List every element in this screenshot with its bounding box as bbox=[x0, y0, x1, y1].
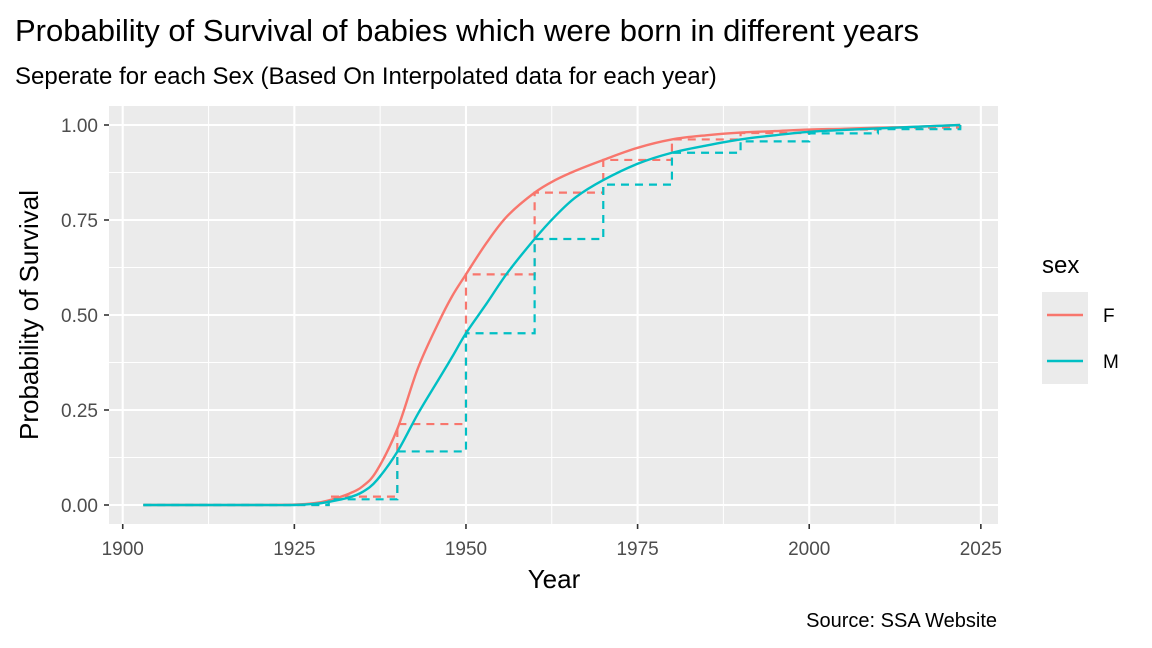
series-layer bbox=[143, 123, 962, 507]
legend: sex F M bbox=[1042, 252, 1119, 384]
chart-title: Probability of Survival of babies which … bbox=[15, 13, 919, 48]
x-axis-title: Year bbox=[528, 564, 581, 594]
y-axis: 0.00 0.25 0.50 0.75 1.00 bbox=[61, 116, 109, 517]
series-m-smooth-line bbox=[143, 123, 961, 507]
x-tick-label: 1900 bbox=[102, 539, 144, 560]
y-tick-label: 1.00 bbox=[61, 116, 98, 137]
x-tick-label: 1975 bbox=[616, 539, 658, 560]
x-tick-label: 1925 bbox=[273, 539, 315, 560]
chart-caption: Source: SSA Website bbox=[806, 610, 997, 632]
x-tick-label: 1950 bbox=[445, 539, 487, 560]
y-tick-label: 0.50 bbox=[61, 306, 98, 327]
y-axis-title: Probability of Survival bbox=[14, 190, 44, 440]
y-tick-label: 0.25 bbox=[61, 401, 98, 422]
x-axis: 1900 1925 1950 1975 2000 2025 bbox=[102, 524, 1002, 560]
legend-label-m: M bbox=[1103, 352, 1119, 373]
y-tick-label: 0.00 bbox=[61, 496, 98, 517]
legend-title: sex bbox=[1042, 252, 1079, 279]
y-tick-label: 0.75 bbox=[61, 211, 98, 232]
legend-label-f: F bbox=[1103, 306, 1115, 327]
series-f-smooth-line bbox=[143, 123, 961, 507]
chart-subtitle: Seperate for each Sex (Based On Interpol… bbox=[15, 63, 717, 90]
x-tick-label: 2000 bbox=[788, 539, 830, 560]
x-tick-label: 2025 bbox=[960, 539, 1002, 560]
